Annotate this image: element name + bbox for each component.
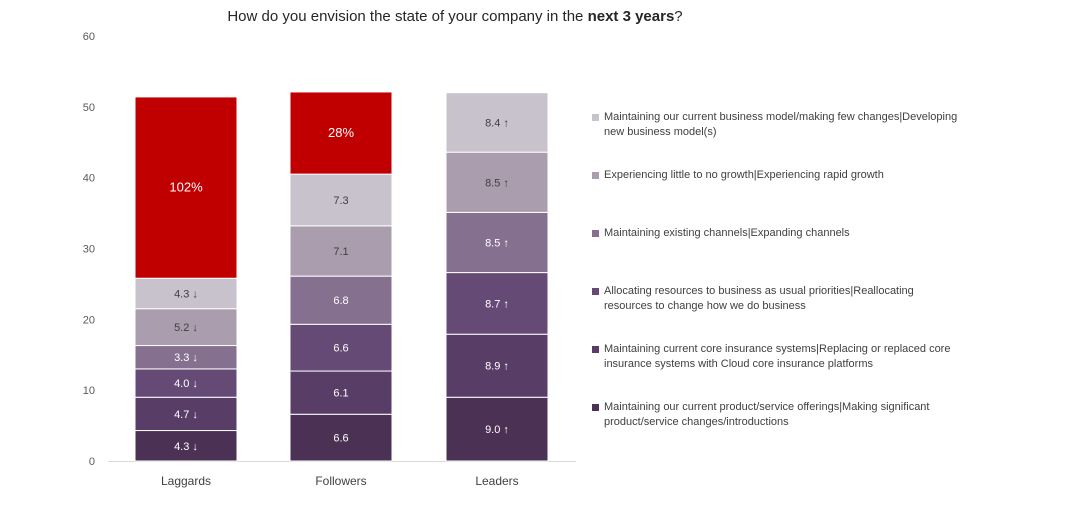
y-tick-label: 40 <box>83 173 95 185</box>
bar-segment <box>289 91 393 175</box>
bar-segment <box>445 92 549 153</box>
data-label: 5.2 ↓ <box>174 322 198 334</box>
bar-segment <box>289 225 393 277</box>
legend-swatch <box>592 346 599 353</box>
data-label: 8.7 ↑ <box>485 298 509 310</box>
data-label: 8.9 ↑ <box>485 361 509 373</box>
legend-swatch <box>592 114 599 121</box>
data-label: 6.1 <box>333 388 348 400</box>
data-label: 7.3 <box>333 195 348 207</box>
bar-segment <box>134 368 238 398</box>
legend-swatch <box>592 172 599 179</box>
data-label: 4.0 ↓ <box>174 378 198 390</box>
legend-label: Maintaining current core insurance syste… <box>604 343 951 370</box>
y-tick-label: 10 <box>83 385 95 397</box>
legend-label: Experiencing little to no growth|Experie… <box>604 169 884 181</box>
data-label: 4.3 ↓ <box>174 441 198 453</box>
x-tick-label: Followers <box>315 474 366 488</box>
bar-segment <box>445 151 549 213</box>
data-label: 7.1 <box>333 246 348 258</box>
bar-segment <box>134 396 238 432</box>
bar-segment <box>445 211 549 274</box>
chart-title: How do you envision the state of your co… <box>0 8 910 25</box>
legend-label: Allocating resources to business as usua… <box>604 285 914 312</box>
legend-label: Maintaining our current product/service … <box>604 401 930 428</box>
y-tick-label: 50 <box>83 102 95 114</box>
legend-item: Maintaining our current business model/m… <box>592 110 962 140</box>
y-tick-label: 30 <box>83 244 95 256</box>
x-tick-label: Leaders <box>475 474 518 488</box>
bar-segment <box>134 96 238 279</box>
y-tick-label: 20 <box>83 314 95 326</box>
y-tick-label: 60 <box>83 31 95 43</box>
data-label: 8.4 ↑ <box>485 117 509 129</box>
bar-segment <box>134 430 238 462</box>
chart-title-prefix: How do you envision the state of your co… <box>227 8 588 25</box>
legend-item: Maintaining our current product/service … <box>592 400 962 430</box>
legend-swatch <box>592 288 599 295</box>
legend-item: Maintaining existing channels|Expanding … <box>592 226 962 241</box>
data-label: 9.0 ↑ <box>485 424 509 436</box>
legend-swatch <box>592 404 599 411</box>
legend-item: Experiencing little to no growth|Experie… <box>592 168 962 183</box>
data-label: 4.3 ↓ <box>174 288 198 300</box>
data-label: 28% <box>328 125 354 140</box>
bar-segment <box>445 396 549 462</box>
y-tick-label: 0 <box>89 456 95 468</box>
chart-title-suffix: ? <box>674 8 683 25</box>
data-label: 6.6 <box>333 343 348 355</box>
bar-segment <box>289 323 393 372</box>
data-label: 8.5 ↑ <box>485 177 509 189</box>
bar-segment <box>289 413 393 462</box>
data-label: 102% <box>169 180 203 195</box>
data-label: 8.5 ↑ <box>485 237 509 249</box>
legend-label: Maintaining existing channels|Expanding … <box>604 227 850 239</box>
bar-segment <box>445 272 549 335</box>
legend-label: Maintaining our current business model/m… <box>604 111 958 138</box>
data-label: 6.6 <box>333 433 348 445</box>
legend-item: Allocating resources to business as usua… <box>592 284 962 314</box>
data-label: 6.8 <box>333 295 348 307</box>
data-label: 3.3 ↓ <box>174 352 198 364</box>
legend-item: Maintaining current core insurance syste… <box>592 342 962 372</box>
legend-swatch <box>592 230 599 237</box>
bar-segment <box>289 370 393 415</box>
x-tick-label: Laggards <box>161 474 211 488</box>
data-label: 4.7 ↓ <box>174 409 198 421</box>
bar-segment <box>289 173 393 227</box>
chart-title-bold: next 3 years <box>587 8 675 25</box>
bar-segment <box>445 333 549 398</box>
